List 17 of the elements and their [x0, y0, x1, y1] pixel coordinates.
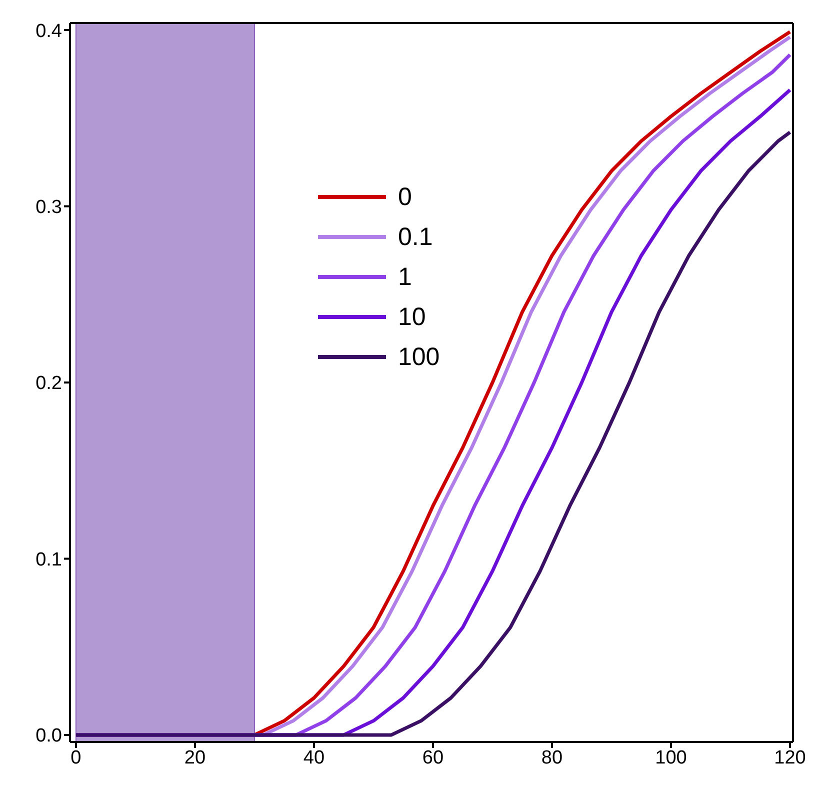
x-tick-label: 100: [655, 747, 687, 768]
legend-label: 0: [398, 182, 412, 213]
y-tick-label: 0.0: [36, 726, 62, 747]
y-tick-label: 0.1: [36, 549, 62, 570]
y-tick-label: 0.2: [36, 373, 62, 394]
legend-label: 100: [398, 342, 440, 373]
x-tick-label: 60: [422, 747, 444, 768]
x-tick-label: 20: [184, 747, 206, 768]
x-tick-label: 40: [303, 747, 325, 768]
y-tick-label: 0.3: [36, 197, 62, 218]
legend-label: 1: [398, 262, 412, 293]
x-tick-label: 0: [70, 747, 82, 768]
y-tick-label: 0.4: [36, 20, 62, 42]
x-tick-label: 80: [541, 747, 563, 768]
legend-label: 10: [398, 302, 426, 333]
x-tick-label: 120: [774, 747, 806, 768]
legend-label: 0.1: [398, 222, 433, 253]
